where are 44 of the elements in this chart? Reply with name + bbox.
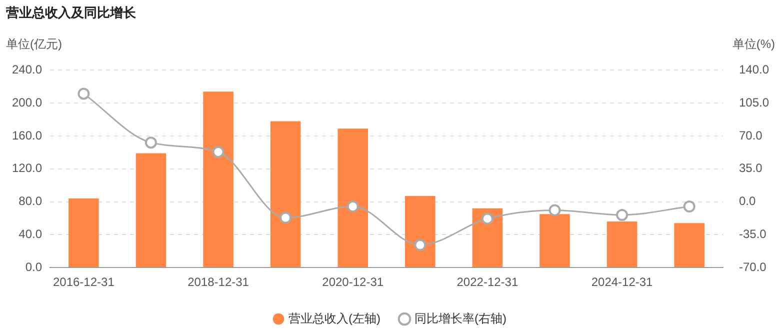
point [683,200,696,212]
bar [68,198,99,268]
y2-axis-title: 单位(%) [732,36,775,53]
y2-tick-label: 140.0 [738,62,770,77]
point [346,200,359,212]
x-tick-label: 2016-12-31 [52,275,115,290]
y2-tick-label: 70.0 [738,128,763,142]
y-tick-label: 240.0 [12,62,42,77]
y2-tick-label: -70.0 [738,260,767,274]
bar [338,128,368,268]
x-tick-label: 2022-12-31 [456,275,518,290]
bar [405,196,436,268]
bar [674,223,704,268]
bar [203,92,234,268]
point [481,212,494,225]
y2-tick-label: 0.0 [738,194,756,208]
y-tick-label: 160.0 [12,128,42,142]
bar [606,222,638,268]
bar [136,153,166,268]
point [280,212,292,224]
y-tick-label: 80.0 [18,194,42,208]
y2-tick-label: -35.0 [738,227,767,242]
point [144,136,157,149]
bar [270,121,301,268]
y2-tick-label: 35.0 [738,161,763,176]
bar [540,214,570,268]
legend-label: 营业总收入(左轴) [288,311,381,326]
y2-tick-label: 105.0 [738,95,770,110]
legend-label: 同比增长率(右轴) [414,311,506,326]
y-tick-label: 0.0 [25,260,42,274]
point [212,146,224,158]
bar [472,208,503,268]
y-tick-label: 120.0 [12,161,42,176]
x-tick-label: 2020-12-31 [322,275,384,290]
chart-title: 营业总收入及同比增长 [6,4,136,22]
x-tick-label: 2018-12-31 [188,275,250,290]
point [616,208,628,221]
y-tick-label: 200.0 [12,95,42,110]
y-tick-label: 40.0 [18,227,42,242]
point [548,204,561,216]
point [414,239,426,252]
point [78,88,90,100]
y-axis-title: 单位(亿元) [6,36,62,53]
x-tick-label: 2024-12-31 [591,275,654,290]
